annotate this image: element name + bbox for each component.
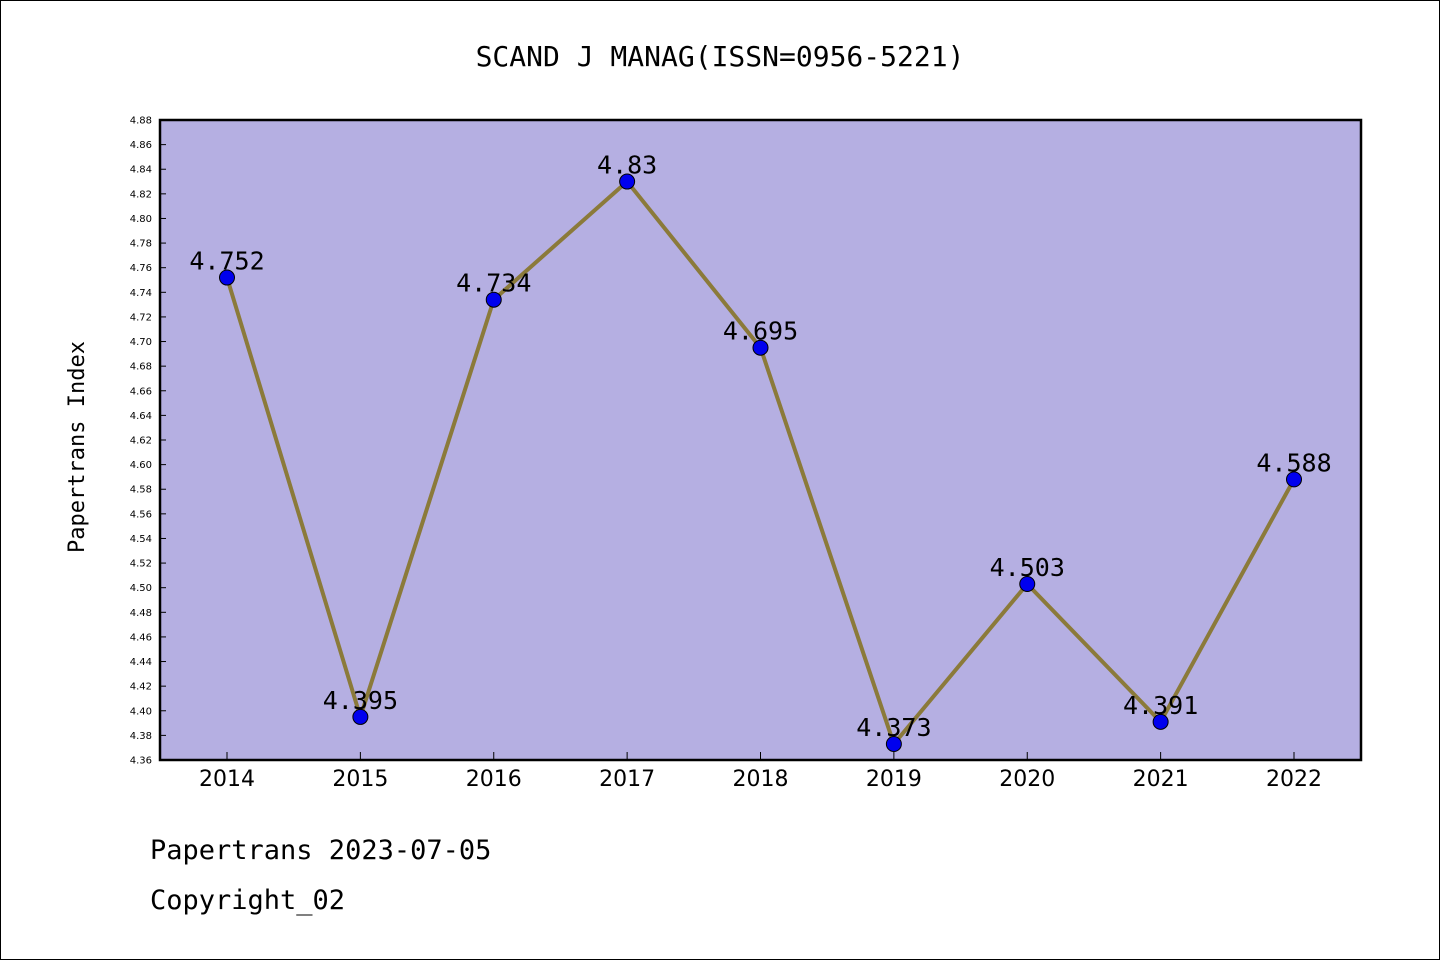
data-label: 4.752 (189, 247, 264, 276)
data-label: 4.391 (1123, 691, 1198, 720)
data-label: 4.734 (456, 269, 531, 298)
chart-title: SCAND J MANAG(ISSN=0956-5221) (476, 40, 965, 73)
y-tick-label: 4.36 (130, 756, 152, 767)
x-tick-label: 2018 (733, 767, 789, 792)
y-tick-label: 4.60 (130, 460, 152, 471)
data-point (1019, 576, 1036, 592)
data-label: 4.373 (856, 713, 931, 742)
y-tick-label: 4.54 (130, 534, 152, 545)
y-tick-label: 4.84 (130, 165, 152, 176)
y-tick-label: 4.42 (130, 682, 152, 693)
y-tick-label: 4.78 (130, 239, 152, 250)
y-tick-label: 4.68 (130, 362, 152, 373)
data-labels: 4.752 4.395 4.734 4.83 4.695 4.373 4.503 4.391 4… (189, 151, 1331, 742)
data-label: 4.503 (990, 553, 1065, 582)
x-tick-label: 2017 (599, 767, 655, 792)
y-tick-label: 4.56 (130, 509, 152, 520)
y-tick-label: 4.64 (130, 411, 152, 422)
y-tick-label: 4.86 (130, 140, 152, 151)
data-point (752, 339, 769, 356)
data-point (219, 269, 235, 286)
y-tick-label: 4.70 (130, 337, 152, 348)
data-point (485, 291, 502, 308)
x-tick-label: 2015 (332, 767, 388, 792)
x-tick-label: 2019 (866, 767, 922, 792)
data-points (219, 173, 1302, 752)
y-axis-label: Papertrans Index (65, 341, 90, 553)
y-tick-label: 4.46 (130, 632, 152, 643)
plot-border (158, 118, 1363, 762)
x-tick-label: 2020 (999, 767, 1055, 792)
y-tick-label: 4.48 (130, 608, 152, 619)
y-tick-label: 4.44 (130, 657, 152, 668)
x-tick-label: 2016 (466, 767, 522, 792)
y-tick-label: 4.72 (130, 312, 152, 323)
x-tick-label: 2021 (1133, 767, 1189, 792)
x-tick-label: 2022 (1266, 767, 1322, 792)
data-point (885, 736, 902, 752)
data-label: 4.395 (323, 686, 398, 715)
plot-area (160, 120, 1361, 760)
data-point (619, 173, 636, 190)
y-tick-label: 4.82 (130, 189, 152, 200)
x-axis: 2014 2015 2016 2017 2018 2019 2020 2021 2022 (199, 752, 1322, 792)
y-axis: 4.36 4.38 4.40 4.42 4.44 4.46 4.48 4.50 4.52 4.54… (130, 116, 166, 767)
footer-copyright: Copyright_02 (150, 885, 346, 916)
y-tick-label: 4.88 (130, 116, 152, 127)
y-tick-label: 4.38 (130, 731, 152, 742)
x-tick-label: 2014 (199, 767, 255, 792)
y-tick-label: 4.74 (130, 288, 152, 299)
y-tick-label: 4.76 (130, 263, 152, 274)
data-label: 4.588 (1256, 448, 1331, 477)
data-point (1286, 471, 1302, 488)
footer-date: Papertrans 2023-07-05 (150, 835, 492, 866)
y-tick-label: 4.80 (130, 214, 152, 225)
data-label: 4.695 (723, 317, 798, 346)
y-tick-label: 4.58 (130, 485, 152, 496)
data-label: 4.83 (597, 151, 657, 180)
y-tick-label: 4.50 (130, 583, 152, 594)
data-point (1152, 713, 1169, 730)
y-tick-label: 4.52 (130, 559, 152, 570)
data-point (352, 708, 369, 725)
y-tick-label: 4.66 (130, 386, 152, 397)
y-tick-label: 4.62 (130, 436, 152, 447)
y-tick-label: 4.40 (130, 706, 152, 717)
